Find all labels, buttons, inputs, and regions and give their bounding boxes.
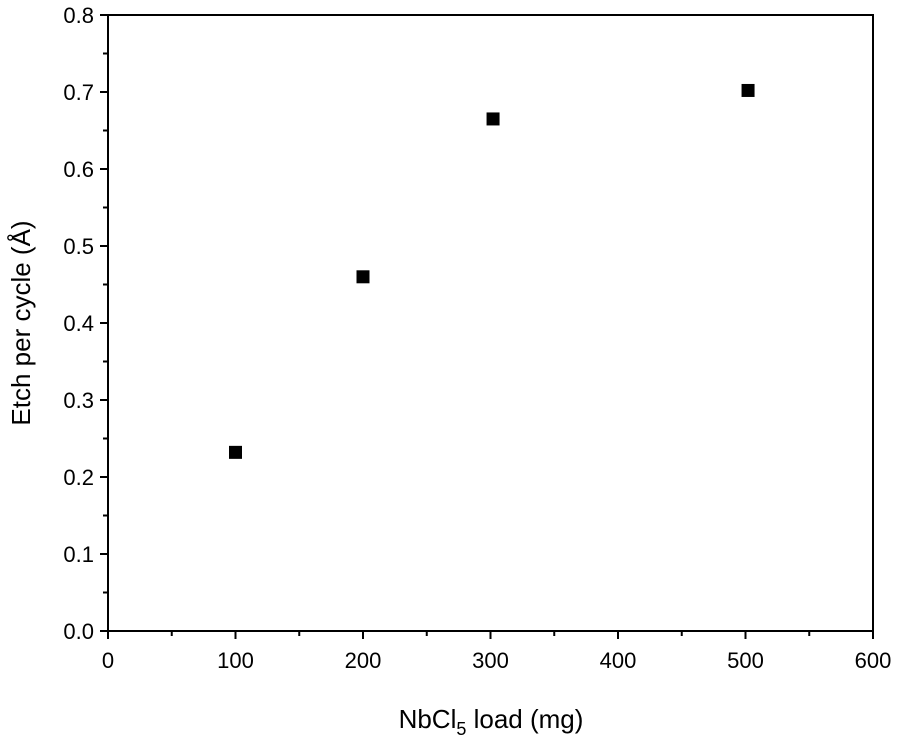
x-axis-title-suffix: load (mg) bbox=[466, 704, 583, 734]
y-tick-label: 0.8 bbox=[63, 3, 94, 28]
y-tick-label: 0.3 bbox=[63, 388, 94, 413]
y-tick-label: 0.1 bbox=[63, 542, 94, 567]
x-tick-label: 400 bbox=[600, 648, 637, 673]
x-tick-label: 0 bbox=[102, 648, 114, 673]
y-tick-label: 0.6 bbox=[63, 157, 94, 182]
data-point bbox=[486, 112, 500, 126]
y-tick-label: 0.7 bbox=[63, 80, 94, 105]
axis-ticks bbox=[100, 14, 874, 639]
y-axis-title: Etch per cycle (Å) bbox=[6, 220, 36, 425]
x-axis-title-subscript: 5 bbox=[456, 719, 466, 739]
x-tick-label: 200 bbox=[345, 648, 382, 673]
x-axis-title-main: NbCl bbox=[399, 704, 457, 734]
x-tick-label: 500 bbox=[727, 648, 764, 673]
x-tick-labels: 0 100 200 300 400 500 600 bbox=[102, 648, 891, 673]
y-tick-labels: 0.0 0.1 0.2 0.3 0.4 0.5 0.6 0.7 0.8 bbox=[63, 3, 94, 644]
plot-frame bbox=[107, 14, 874, 632]
y-tick-label: 0.2 bbox=[63, 465, 94, 490]
x-tick-label: 300 bbox=[472, 648, 509, 673]
y-tick-label: 0.4 bbox=[63, 311, 94, 336]
y-tick-label: 0.0 bbox=[63, 619, 94, 644]
data-point bbox=[356, 270, 370, 284]
y-tick-label: 0.5 bbox=[63, 234, 94, 259]
x-tick-label: 100 bbox=[217, 648, 254, 673]
x-axis-title: NbCl5 load (mg) bbox=[399, 704, 584, 739]
data-point bbox=[741, 83, 755, 97]
x-tick-label: 600 bbox=[855, 648, 892, 673]
data-point bbox=[229, 445, 242, 459]
data-points bbox=[229, 83, 755, 459]
plot-area bbox=[107, 14, 874, 632]
